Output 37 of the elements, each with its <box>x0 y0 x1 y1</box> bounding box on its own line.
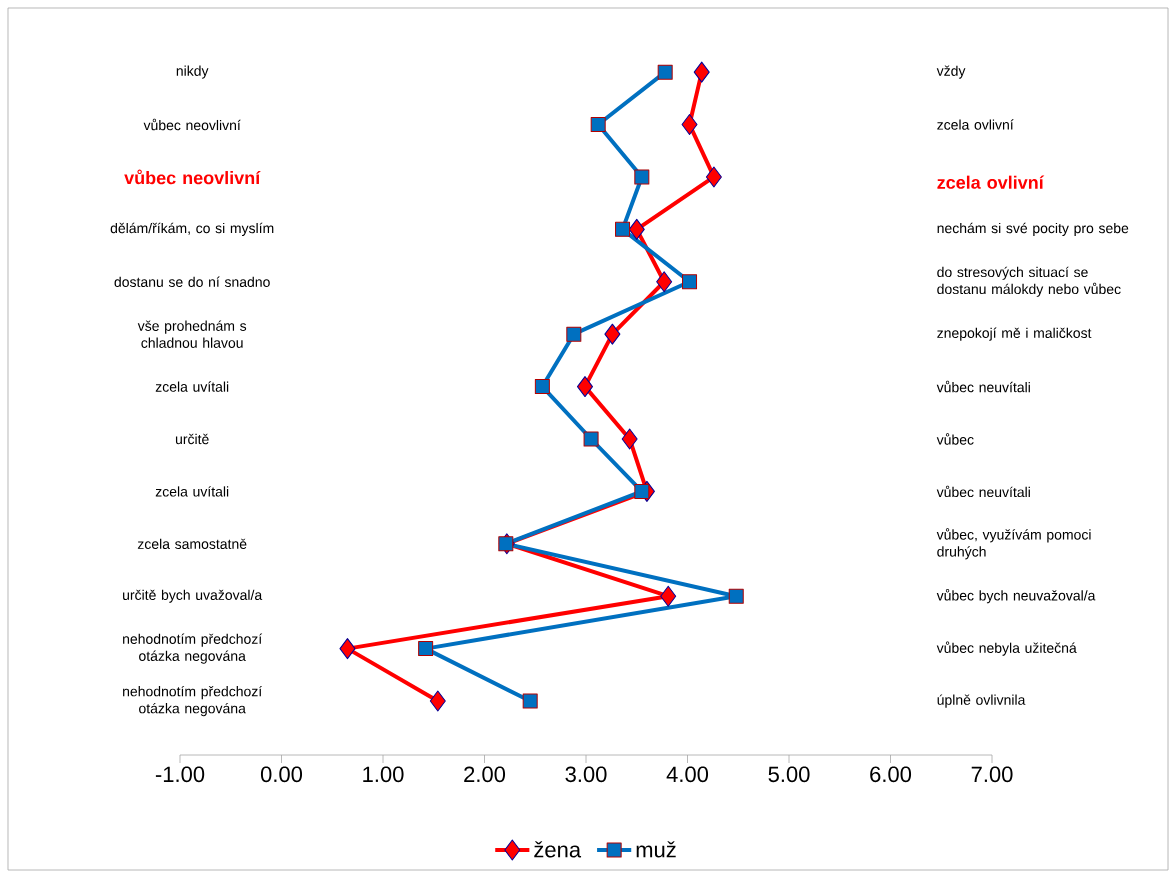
annotation: vždy <box>936 65 966 79</box>
annotation: vůbec neuvítali <box>936 380 1030 393</box>
y-tick-label: nehodnotím předchozí otázka negována <box>123 633 263 664</box>
x-tick-label: 3.00 <box>565 766 607 783</box>
x-tick-label: 5.00 <box>768 766 810 783</box>
y-tick-label: zcela uvítali <box>155 381 229 392</box>
x-tick-label: 1.00 <box>363 766 404 783</box>
annotation: úplně ovlivnila <box>937 694 1026 708</box>
y-tick-label: určitě <box>175 433 209 445</box>
y-tick-label: vše prohednám s chladnou hlavou <box>137 320 247 348</box>
x-tick-label: 4.00 <box>666 766 709 783</box>
x-tick-label: -1.00 <box>155 766 205 783</box>
annotation: vůbec neuvítali <box>936 485 1030 498</box>
y-tick-label: zcela uvítali <box>155 486 229 497</box>
legend-label: muž <box>636 841 676 858</box>
y-tick-label: vůbec neovlivní <box>143 118 241 131</box>
x-tick-label: 0.00 <box>260 766 303 783</box>
y-tick-label: určitě bych uvažoval/a <box>123 589 263 603</box>
x-tick-label: 7.00 <box>971 766 1013 783</box>
y-tick-label: nehodnotím předchozí otázka negována <box>123 685 263 717</box>
annotation: nechám si své pocity pro sebe <box>937 222 1129 236</box>
x-tick-label: 6.00 <box>870 766 912 783</box>
annotation: do stresových situací se dostanu málokdy nebo vůbec <box>937 266 1121 297</box>
y-tick-label: zcela samostatně <box>137 538 247 549</box>
annotation: zcela ovlivní <box>937 175 1045 189</box>
x-tick-label: 2.00 <box>464 766 506 783</box>
annotation: vůbec <box>936 433 974 445</box>
y-tick-label: vůbec neovlivní <box>124 169 261 185</box>
annotation: zcela ovlivní <box>937 119 1014 130</box>
annotation: vůbec, využívám pomoci druhých <box>936 528 1091 560</box>
annotation: vůbec bych neuvažoval/a <box>936 589 1096 604</box>
y-tick-label: dostanu se do ní snadno <box>114 276 270 287</box>
annotation: vůbec nebyla užitečná <box>936 641 1077 656</box>
y-tick-label: nikdy <box>176 65 209 79</box>
legend-label: žena <box>534 841 582 858</box>
y-tick-label: dělám/říkám, co si myslím <box>110 222 274 236</box>
annotation: znepokojí mě i maličkost <box>937 327 1092 341</box>
